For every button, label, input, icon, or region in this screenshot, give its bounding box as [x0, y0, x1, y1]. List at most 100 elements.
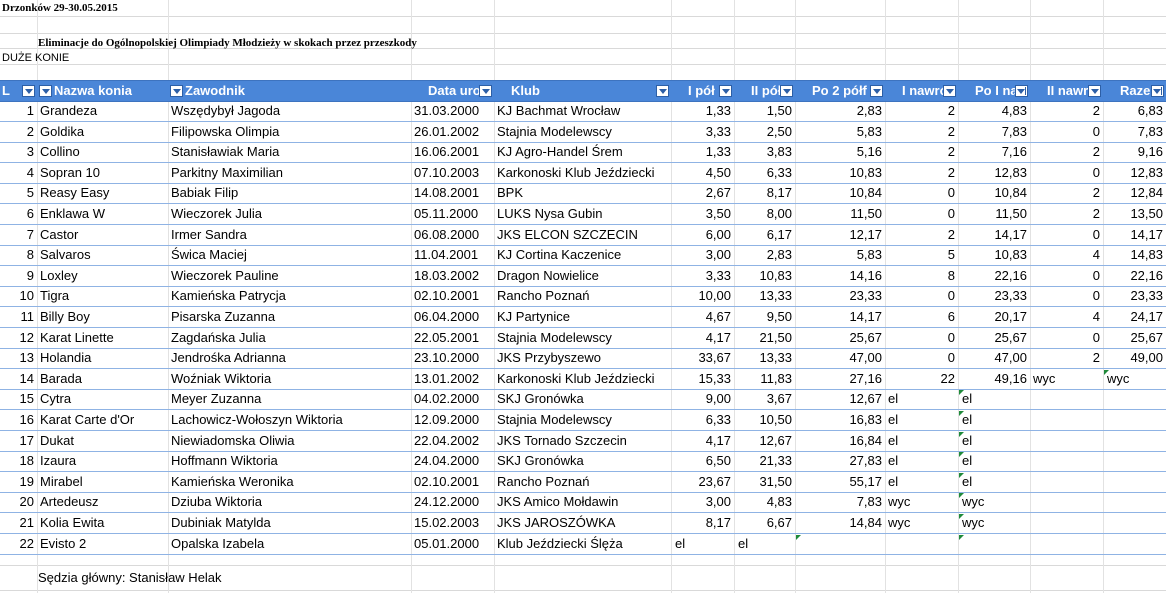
sheet-subtitle[interactable]: Eliminacje do Ogólnopolskiej Olimpiady M… [38, 37, 417, 49]
table-cell[interactable]: 2,67 [705, 185, 731, 201]
table-cell[interactable]: Mirabel [40, 473, 83, 489]
table-cell[interactable]: 12,83 [1130, 164, 1163, 180]
table-cell[interactable]: el [962, 412, 973, 427]
table-cell[interactable]: 2 [947, 226, 955, 242]
table-cell[interactable]: 1 [26, 103, 34, 118]
table-cell[interactable]: 11,50 [850, 206, 882, 221]
table-row[interactable]: 1 Grandeza Wszędybył Jagoda 31.03.2000 KJ Ba… [0, 101, 1166, 122]
table-cell[interactable]: el [675, 535, 686, 551]
table-cell[interactable]: Karat Carte d'Or [40, 412, 135, 427]
table-cell[interactable]: 10,83 [759, 267, 792, 283]
table-cell[interactable] [1033, 513, 1100, 533]
table-cell[interactable]: 12,83 [994, 164, 1027, 180]
table-cell[interactable]: 6 [26, 206, 34, 221]
table-cell[interactable]: 11.04.2001 [414, 247, 479, 263]
table-cell[interactable]: Świca Maciej [171, 247, 247, 263]
table-cell[interactable]: 3,50 [705, 206, 731, 221]
column-header-6[interactable]: I pół [688, 83, 715, 98]
table-cell[interactable]: 10,84 [849, 185, 882, 201]
table-cell[interactable]: 6,33 [766, 164, 792, 180]
table-cell[interactable]: Klub Jeździecki Ślęża [497, 535, 623, 551]
table-row[interactable]: 22 Evisto 2 Opalska Izabela 05.01.2000 Klub … [0, 534, 1166, 555]
table-cell[interactable]: 6,83 [1137, 103, 1163, 118]
table-row[interactable]: 13 Holandia Jendrośka Adrianna 23.10.2000 JK… [0, 348, 1166, 370]
table-cell[interactable]: 15 [19, 391, 34, 407]
table-cell[interactable]: 18 [19, 453, 34, 469]
table-cell[interactable]: 7,16 [1001, 144, 1027, 160]
table-cell[interactable]: Parkitny Maximilian [171, 164, 283, 180]
table-cell[interactable]: Niewiadomska Oliwia [171, 432, 295, 448]
table-cell[interactable]: 12,84 [1130, 185, 1163, 201]
table-cell[interactable]: 2 [947, 123, 955, 139]
table-cell[interactable]: 11,50 [995, 206, 1027, 221]
table-cell[interactable]: 4,67 [705, 309, 731, 324]
table-cell[interactable] [1033, 534, 1100, 554]
table-cell[interactable]: SKJ Gronówka [497, 453, 584, 469]
table-row[interactable]: 18 Izaura Hoffmann Wiktoria 24.04.2000 SKJ G… [0, 451, 1166, 473]
table-row[interactable]: 12 Karat Linette Zagdańska Julia 22.05.2001… [0, 328, 1166, 349]
table-cell[interactable]: 17 [19, 432, 34, 448]
table-cell[interactable]: el [962, 432, 973, 448]
table-cell[interactable]: Wieczorek Pauline [171, 267, 279, 283]
column-header-8[interactable]: Po 2 półf [812, 83, 867, 98]
table-row[interactable]: 10 Tigra Kamieńska Patrycja 02.10.2001 Ranch… [0, 286, 1166, 308]
table-cell[interactable]: BPK [497, 185, 524, 201]
table-cell[interactable]: 25,67 [994, 329, 1027, 345]
table-cell[interactable]: 33,67 [698, 350, 731, 366]
table-cell[interactable]: 23.10.2000 [414, 350, 480, 366]
table-cell[interactable]: 23,33 [849, 288, 882, 304]
table-cell[interactable]: Dubiniak Matylda [171, 515, 271, 530]
table-cell[interactable]: 7 [26, 226, 34, 242]
table-cell[interactable]: Kamieńska Weronika [171, 473, 294, 489]
table-cell[interactable]: Meyer Zuzanna [171, 391, 262, 407]
table-cell[interactable]: 27,16 [849, 370, 882, 386]
table-cell[interactable]: 3 [26, 144, 34, 160]
table-cell[interactable]: 4 [1092, 247, 1100, 263]
table-cell[interactable]: 47,00 [994, 350, 1027, 366]
table-cell[interactable]: 18.03.2002 [414, 267, 480, 283]
table-cell[interactable]: 31,50 [759, 473, 792, 489]
table-cell[interactable]: 05.01.2000 [414, 535, 480, 551]
table-cell[interactable]: 14,83 [1130, 247, 1163, 263]
table-cell[interactable]: 5,16 [856, 144, 882, 160]
table-cell[interactable]: Tigra [40, 288, 70, 304]
table-cell[interactable]: Filipowska Olimpia [171, 123, 280, 139]
table-cell[interactable] [1033, 472, 1100, 492]
table-cell[interactable]: 15,33 [698, 370, 731, 386]
table-cell[interactable] [1106, 451, 1163, 471]
table-cell[interactable]: 02.10.2001 [414, 473, 480, 489]
filter-dropdown-icon[interactable] [22, 85, 35, 97]
table-cell[interactable]: wyc [962, 515, 985, 530]
table-cell[interactable]: 2 [1092, 144, 1100, 160]
table-cell[interactable] [1033, 492, 1100, 512]
table-cell[interactable]: Babiak Filip [171, 185, 239, 201]
table-cell[interactable]: 22.04.2002 [414, 432, 480, 448]
table-cell[interactable] [1106, 513, 1163, 533]
table-cell[interactable]: 04.02.2000 [414, 391, 480, 407]
table-cell[interactable]: wyc [1107, 370, 1130, 386]
table-cell[interactable]: JKS ELCON SZCZECIN [497, 226, 638, 242]
table-cell[interactable]: Irmer Sandra [171, 226, 247, 242]
table-cell[interactable]: 12,67 [759, 432, 792, 448]
table-cell[interactable]: 19 [19, 473, 34, 489]
table-cell[interactable] [1033, 410, 1100, 430]
table-row[interactable]: 21 Kolia Ewita Dubiniak Matylda 15.02.2003 J… [0, 513, 1166, 534]
table-cell[interactable]: Wieczorek Julia [171, 206, 263, 221]
table-cell[interactable]: 8,00 [766, 206, 792, 221]
table-cell[interactable]: 14,84 wyc [849, 515, 911, 530]
table-cell[interactable]: 16,83 el [849, 412, 899, 427]
table-cell[interactable]: Zagdańska Julia [171, 329, 266, 345]
filter-dropdown-icon[interactable] [943, 85, 956, 97]
table-cell[interactable]: 8 [26, 247, 34, 263]
table-cell[interactable]: 22,16 [994, 267, 1027, 283]
table-cell[interactable]: SKJ Gronówka [497, 391, 584, 407]
filter-dropdown-icon[interactable] [1151, 85, 1164, 97]
table-cell[interactable]: 0 [947, 329, 955, 345]
table-cell[interactable]: 3,67 [766, 391, 792, 407]
table-cell[interactable]: Castor [40, 226, 79, 242]
table-cell[interactable]: 1,33 [705, 144, 731, 160]
table-cell[interactable]: Holandia [40, 350, 92, 366]
table-cell[interactable]: 0 [1092, 288, 1100, 304]
table-cell[interactable] [798, 534, 882, 554]
table-cell[interactable]: 12,67 el [849, 391, 899, 407]
